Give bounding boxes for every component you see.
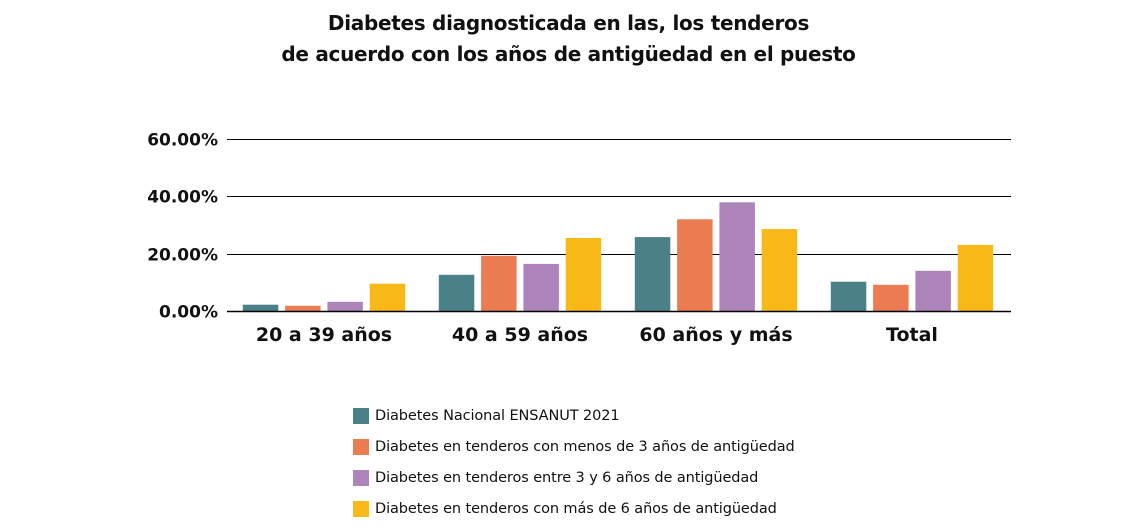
legend-item: Diabetes en tenderos con más de 6 años d… xyxy=(353,493,795,524)
bar xyxy=(565,238,602,311)
x-tick-label: 40 a 59 años xyxy=(452,324,588,346)
y-tick-label: 40.00% xyxy=(147,188,218,208)
y-axis-ticks: 0.00% 20.00% 40.00% 60.00% xyxy=(147,131,218,323)
legend-swatch xyxy=(353,407,369,424)
bar xyxy=(719,202,755,311)
x-tick-label: 60 años y más xyxy=(639,324,792,346)
legend-item: Diabetes en tenderos entre 3 y 6 años de… xyxy=(353,462,795,493)
y-tick-label: 20.00% xyxy=(147,246,218,266)
x-tick-label: Total xyxy=(886,324,938,346)
chart-title: Diabetes diagnosticada en las, los tende… xyxy=(0,8,1137,70)
legend-swatch xyxy=(353,469,369,486)
chart-title-line-2: de acuerdo con los años de antigüedad en… xyxy=(281,42,856,66)
bar xyxy=(677,219,713,311)
gridlines xyxy=(227,138,1011,256)
bar xyxy=(634,237,671,311)
chart-title-line-1: Diabetes diagnosticada en las, los tende… xyxy=(327,11,810,35)
bar xyxy=(481,255,517,311)
bar xyxy=(285,305,321,311)
legend-swatch xyxy=(353,438,369,455)
legend-item: Diabetes Nacional ENSANUT 2021 xyxy=(353,400,795,431)
y-tick-label: 0.00% xyxy=(159,303,218,323)
x-tick-label: 20 a 39 años xyxy=(256,324,392,346)
bar xyxy=(327,301,363,311)
legend-label: Diabetes en tenderos con más de 6 años d… xyxy=(375,500,777,517)
bar xyxy=(957,244,994,311)
bar xyxy=(830,281,867,311)
bar xyxy=(523,263,559,311)
bar xyxy=(369,283,406,311)
legend-swatch xyxy=(353,500,369,517)
legend: Diabetes Nacional ENSANUT 2021 Diabetes … xyxy=(353,400,795,524)
legend-label: Diabetes en tenderos con menos de 3 años… xyxy=(375,438,795,455)
bar xyxy=(242,304,279,311)
bar xyxy=(915,270,951,312)
y-tick-label: 60.00% xyxy=(147,131,218,151)
bars xyxy=(242,202,994,312)
bar xyxy=(761,229,798,311)
legend-label: Diabetes en tenderos entre 3 y 6 años de… xyxy=(375,469,759,486)
legend-label: Diabetes Nacional ENSANUT 2021 xyxy=(375,407,620,424)
bar xyxy=(873,284,909,311)
x-axis-ticks: 20 a 39 años 40 a 59 años 60 años y más Tot… xyxy=(256,324,938,346)
bar xyxy=(438,274,475,311)
legend-item: Diabetes en tenderos con menos de 3 años… xyxy=(353,431,795,462)
